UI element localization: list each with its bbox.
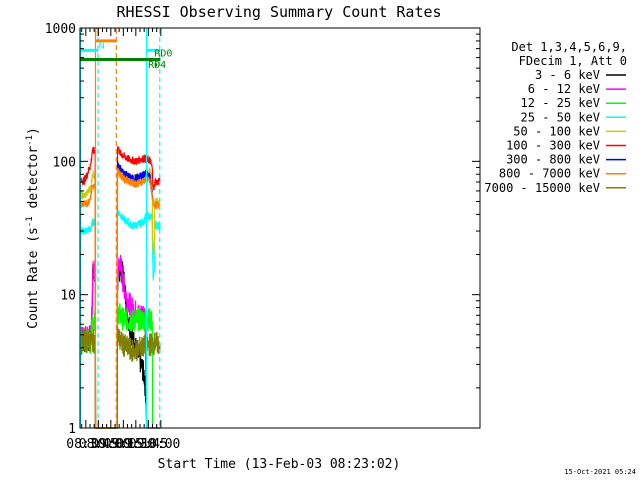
series-line-8: [79, 327, 161, 429]
flag-label-rd4: RD4: [148, 60, 166, 71]
y-label-part1: Count Rate (s: [26, 227, 41, 329]
x-axis-label: Start Time (13-Feb-03 08:23:02): [158, 457, 401, 472]
y-label-part3: ): [26, 127, 41, 135]
series-line-2: [79, 302, 160, 429]
legend-label-2: 12 - 25 keV: [521, 96, 600, 110]
y-axis-label: Count Rate (s-1 detector-1): [25, 127, 41, 329]
flag-label-n: N: [99, 41, 105, 52]
x-tick-label-0945: 09:45: [129, 437, 168, 452]
axis-layer: 1 10 100 1000 08:3008:4509:0009:1509:3009:45…: [45, 22, 480, 452]
x-tick-label-0930: 09:30: [116, 437, 155, 452]
series-layer: [79, 145, 161, 429]
series-line-7: [79, 167, 161, 429]
flag-label-rd0: RD0: [154, 49, 172, 60]
plot-frame: [79, 27, 481, 429]
x-tick-label-0915: 09:15: [104, 437, 143, 452]
chart-title: RHESSI Observing Summary Count Rates: [116, 3, 441, 21]
y-tick-label-10: 10: [60, 289, 76, 304]
footer-timestamp: 15-Oct-2021 05:24: [564, 468, 636, 476]
legend-label-8: 7000 - 15000 keV: [484, 181, 600, 195]
x-tick-label-0900: 09:00: [91, 437, 130, 452]
flag-label-s: S: [94, 27, 100, 38]
x-tick-label-0845: 08:45: [79, 437, 118, 452]
x-tick-label-0830: 08:30: [66, 437, 105, 452]
y-label-sup1: -1: [25, 216, 35, 227]
legend-label-6: 300 - 800 keV: [506, 153, 600, 167]
legend-label-1: 6 - 12 keV: [528, 82, 600, 96]
y-tick-label-1: 1: [68, 422, 76, 437]
y-tick-label-1000: 1000: [45, 22, 76, 37]
legend-label-0: 3 - 6 keV: [535, 68, 600, 82]
legend-label-3: 25 - 50 keV: [521, 110, 600, 124]
legend-header-line2: FDecim 1, Att 0: [519, 54, 627, 68]
legend-header-line1: Det 1,3,4,5,6,9,: [511, 40, 627, 54]
series-line-3: [79, 209, 161, 429]
legend-label-7: 800 - 7000 keV: [499, 167, 600, 181]
legend: Det 1,3,4,5,6,9, FDecim 1, Att 0 3 - 6 k…: [484, 40, 627, 195]
series-line-5: [79, 145, 161, 429]
legend-label-5: 100 - 300 keV: [506, 139, 600, 153]
x-tick-label-1000: 10:00: [141, 437, 180, 452]
y-label-part2: detector: [26, 146, 41, 217]
y-tick-label-100: 100: [53, 155, 76, 170]
y-label-sup2: -1: [25, 135, 35, 146]
legend-label-4: 50 - 100 keV: [513, 124, 600, 138]
